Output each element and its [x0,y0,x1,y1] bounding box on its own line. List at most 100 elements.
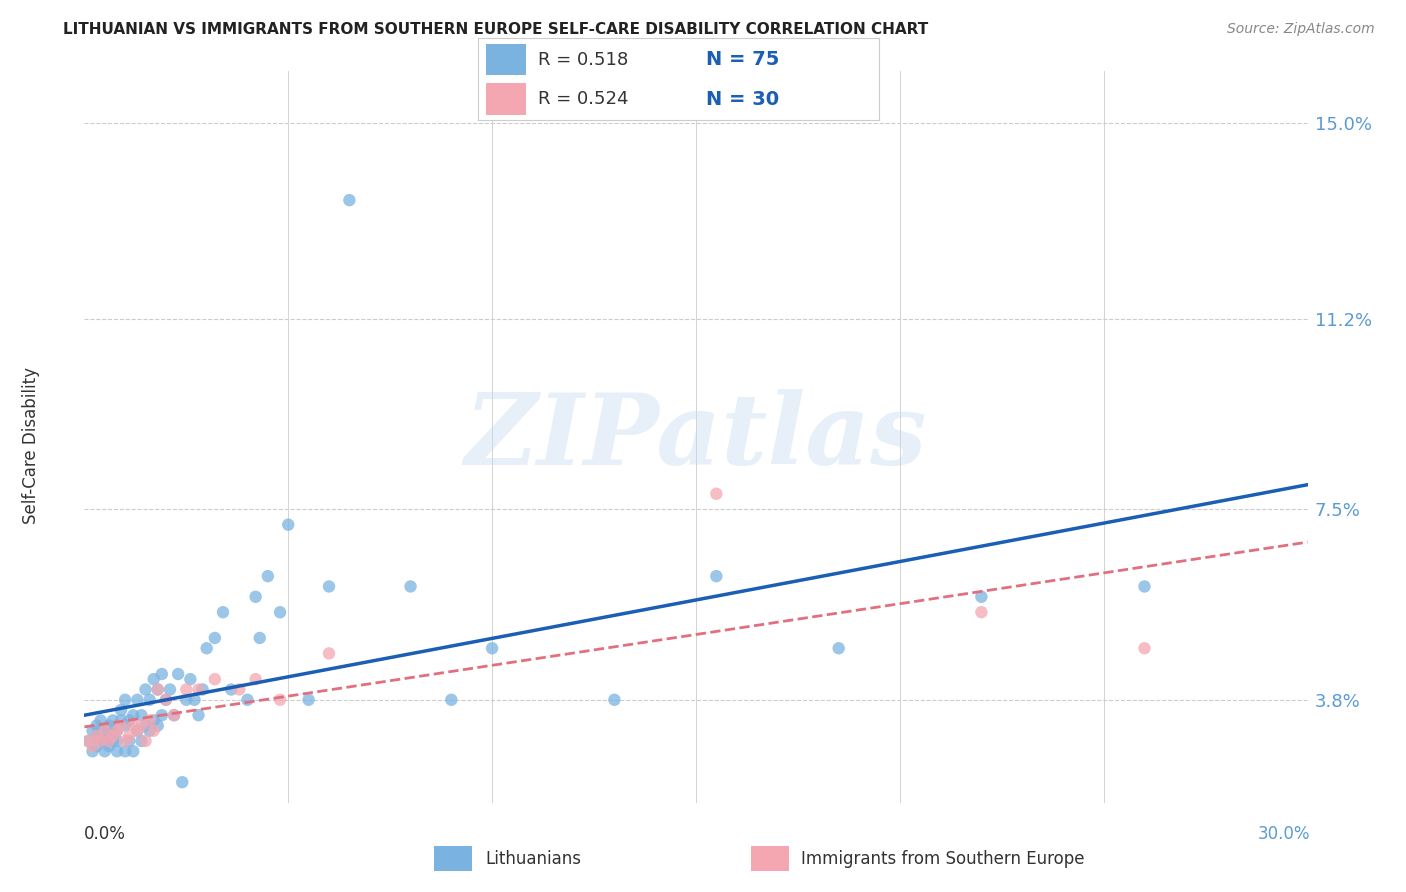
Point [298,693,321,707]
Point [236,693,259,707]
Text: 0.0%: 0.0% [84,825,127,843]
Point [269,605,291,619]
Text: Self-Care Disability: Self-Care Disability [22,368,39,524]
Point [101,729,124,743]
Point [127,693,149,707]
Point [97,718,120,732]
Point [131,708,153,723]
Point [257,569,280,583]
Text: R = 0.524: R = 0.524 [538,90,628,108]
Text: 30.0%: 30.0% [1258,825,1310,843]
Point [118,729,141,743]
Point [603,693,626,707]
Point [970,605,993,619]
Point [110,714,132,728]
Point [138,723,160,738]
Point [82,744,104,758]
Point [150,708,173,723]
Point [1133,641,1156,656]
Point [155,693,177,707]
Point [105,744,128,758]
Point [105,723,128,738]
Point [187,682,209,697]
Point [195,641,218,656]
Point [127,723,149,738]
Point [77,734,100,748]
Point [146,682,169,697]
Point [245,672,267,686]
Point [101,714,124,728]
Point [212,605,235,619]
Text: LITHUANIAN VS IMMIGRANTS FROM SOUTHERN EUROPE SELF-CARE DISABILITY CORRELATION C: LITHUANIAN VS IMMIGRANTS FROM SOUTHERN E… [63,22,928,37]
Point [318,647,340,661]
Point [204,672,226,686]
Point [399,579,422,593]
Point [135,682,157,697]
Point [142,714,165,728]
Text: R = 0.518: R = 0.518 [538,51,628,69]
Point [163,708,186,723]
Point [706,487,728,501]
Point [101,734,124,748]
Point [86,729,108,743]
Point [187,708,209,723]
Point [86,729,108,743]
Point [146,682,169,697]
Point [146,718,169,732]
Point [228,682,250,697]
Bar [486,44,526,75]
Point [167,667,190,681]
Point [150,667,173,681]
Point [176,693,198,707]
Point [105,723,128,738]
Point [269,693,291,707]
Point [142,672,165,686]
Point [122,718,145,732]
Point [142,723,165,738]
Point [155,693,177,707]
Point [90,734,112,748]
Point [277,517,299,532]
Point [1133,579,1156,593]
Point [82,723,104,738]
Point [118,734,141,748]
Point [245,590,267,604]
Point [706,569,728,583]
Point [114,734,136,748]
Text: N = 30: N = 30 [706,89,779,109]
Point [828,641,851,656]
Point [105,734,128,748]
Point [118,714,141,728]
Point [135,718,157,732]
Point [172,775,194,789]
Point [101,723,124,738]
Text: Lithuanians: Lithuanians [485,849,581,868]
Point [339,193,361,207]
Point [114,693,136,707]
Point [77,734,100,748]
Point [176,682,198,697]
Point [97,739,120,753]
Point [93,723,117,738]
Point [82,739,104,753]
Bar [751,847,789,871]
Point [90,723,112,738]
Point [122,744,145,758]
Point [219,682,242,697]
Point [90,714,112,728]
Text: Source: ZipAtlas.com: Source: ZipAtlas.com [1227,22,1375,37]
Point [138,714,160,728]
Point [93,744,117,758]
Point [90,734,112,748]
Point [114,718,136,732]
Point [481,641,503,656]
Point [110,718,132,732]
Point [183,693,205,707]
Point [163,708,186,723]
Text: N = 75: N = 75 [706,50,780,70]
Point [191,682,214,697]
Point [249,631,271,645]
Point [86,718,108,732]
Point [204,631,226,645]
Point [110,703,132,717]
